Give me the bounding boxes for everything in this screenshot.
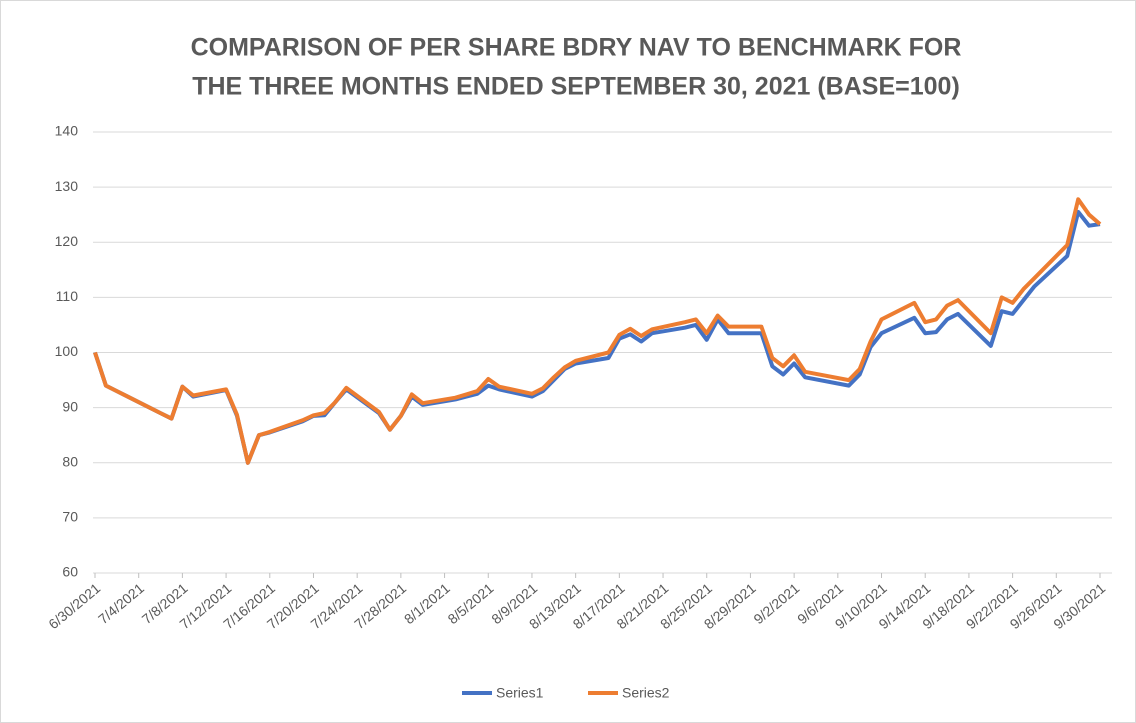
y-tick-label: 130 <box>55 178 79 194</box>
legend-label: Series2 <box>622 685 670 701</box>
y-tick-label: 80 <box>62 453 78 469</box>
y-tick-label: 120 <box>55 233 79 249</box>
y-tick-label: 70 <box>62 509 78 525</box>
y-tick-label: 100 <box>55 343 79 359</box>
chart-title: COMPARISON OF PER SHARE BDRY NAV TO BENC… <box>191 34 962 62</box>
y-tick-label: 90 <box>62 398 78 414</box>
legend-label: Series1 <box>496 685 544 701</box>
series-line <box>93 197 1102 465</box>
chart-title: THE THREE MONTHS ENDED SEPTEMBER 30, 202… <box>192 73 960 101</box>
y-tick-label: 110 <box>56 288 79 304</box>
y-tick-label: 60 <box>62 564 78 580</box>
y-tick-label: 140 <box>55 123 79 139</box>
